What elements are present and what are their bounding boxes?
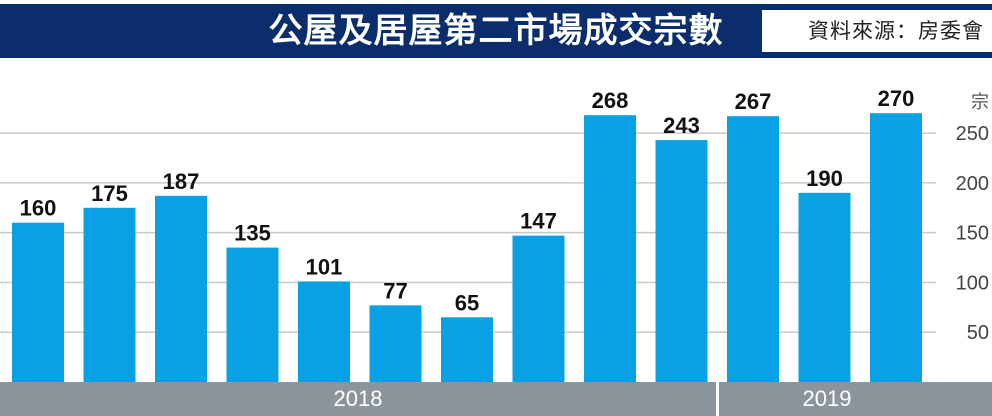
bar-value-label: 160 xyxy=(20,196,57,221)
bar xyxy=(441,317,493,382)
bar xyxy=(83,207,136,382)
bar-chart: 50 100 150 200 250 宗 160 175 187 135 101 77 65 147 268… xyxy=(0,86,989,382)
bar xyxy=(655,140,708,382)
bar-value-label: 267 xyxy=(735,89,772,114)
bar xyxy=(226,247,279,382)
bar-value-label: 175 xyxy=(91,181,128,206)
bar xyxy=(512,235,565,382)
bar-value-label: 243 xyxy=(663,113,700,138)
y-tick-label: 50 xyxy=(967,322,989,344)
bar-value-label: 147 xyxy=(520,209,557,234)
source-note: 資料來源：房委會 xyxy=(808,19,984,43)
bar-value-label: 65 xyxy=(455,290,479,315)
bar xyxy=(369,305,422,382)
x-axis-band xyxy=(0,382,992,416)
bar xyxy=(155,195,207,382)
bar xyxy=(12,222,64,382)
y-tick-label: 250 xyxy=(956,123,989,145)
bar-value-label: 187 xyxy=(163,169,200,194)
y-tick-label: 150 xyxy=(956,223,989,245)
bar-value-label: 190 xyxy=(806,166,843,191)
y-tick-label: 100 xyxy=(956,272,989,294)
bar xyxy=(870,113,922,382)
year-label-2019: 2019 xyxy=(802,386,852,411)
chart-title: 公屋及居屋第二市場成交宗數 xyxy=(268,11,724,51)
y-tick-label: 200 xyxy=(956,173,989,195)
source-box xyxy=(762,10,992,52)
year-label-2018: 2018 xyxy=(333,386,383,411)
year-separator xyxy=(716,382,719,416)
bar xyxy=(727,116,779,382)
bar-value-label: 268 xyxy=(592,88,629,113)
bar-value-label: 101 xyxy=(306,254,343,279)
bar-value-label: 270 xyxy=(878,86,915,111)
bar xyxy=(798,192,851,382)
y-unit-label: 宗 xyxy=(971,92,989,113)
bar xyxy=(584,115,636,382)
bar-value-label: 135 xyxy=(234,221,271,246)
bar-value-label: 77 xyxy=(383,278,407,303)
bar xyxy=(298,281,350,382)
